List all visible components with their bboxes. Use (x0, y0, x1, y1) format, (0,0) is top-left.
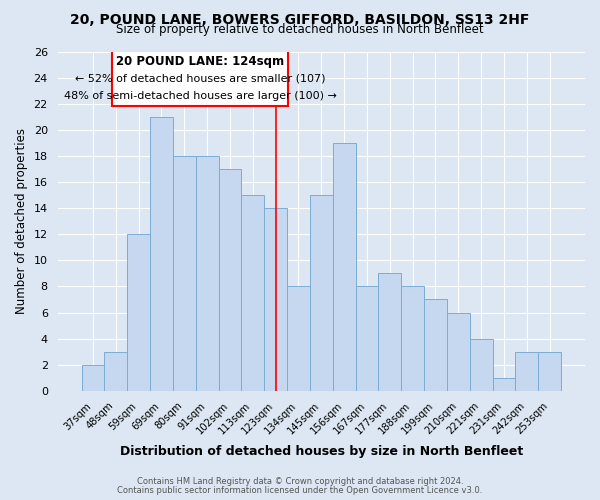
Bar (82, 364, 104, 391)
Text: 48% of semi-detached houses are larger (100) →: 48% of semi-detached houses are larger (… (64, 90, 337, 101)
Bar (447, 312, 470, 391)
Bar (287, 286, 310, 391)
X-axis label: Distribution of detached houses by size in North Benfleet: Distribution of detached houses by size … (119, 444, 523, 458)
Bar (196, 156, 218, 391)
Bar (470, 338, 493, 391)
Bar (264, 208, 287, 391)
Bar (401, 286, 424, 391)
Bar (150, 117, 173, 391)
Bar (332, 143, 356, 391)
Bar (173, 156, 196, 391)
Bar (218, 169, 241, 391)
Bar (379, 274, 401, 391)
Bar (515, 352, 538, 391)
FancyBboxPatch shape (112, 45, 288, 106)
Text: 20, POUND LANE, BOWERS GIFFORD, BASILDON, SS13 2HF: 20, POUND LANE, BOWERS GIFFORD, BASILDON… (70, 12, 530, 26)
Bar (310, 195, 332, 391)
Y-axis label: Number of detached properties: Number of detached properties (15, 128, 28, 314)
Text: Size of property relative to detached houses in North Benfleet: Size of property relative to detached ho… (116, 22, 484, 36)
Bar (424, 300, 447, 391)
Bar (493, 378, 515, 391)
Text: ← 52% of detached houses are smaller (107): ← 52% of detached houses are smaller (10… (75, 74, 325, 84)
Bar (104, 352, 127, 391)
Bar (127, 234, 150, 391)
Bar (241, 195, 264, 391)
Bar (538, 352, 561, 391)
Text: 20 POUND LANE: 124sqm: 20 POUND LANE: 124sqm (116, 56, 284, 68)
Bar (356, 286, 379, 391)
Text: Contains HM Land Registry data © Crown copyright and database right 2024.: Contains HM Land Registry data © Crown c… (137, 477, 463, 486)
Text: Contains public sector information licensed under the Open Government Licence v3: Contains public sector information licen… (118, 486, 482, 495)
